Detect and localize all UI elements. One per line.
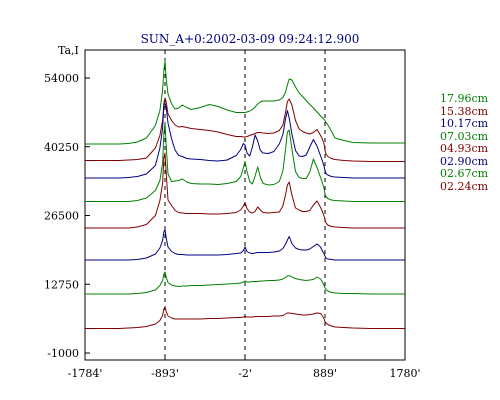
series-line-04.93cm — [85, 152, 405, 229]
legend-item: 15.38cm — [440, 104, 489, 118]
legend-item: 04.93cm — [440, 142, 489, 155]
x-tick-label: -2' — [238, 367, 252, 380]
y-tick-label: -1000 — [47, 347, 79, 360]
series-line-10.17cm — [85, 102, 405, 179]
chart-title: SUN_A+0:2002-03-09 09:24:12.900 — [140, 32, 360, 46]
x-tick-label: -893' — [151, 367, 179, 380]
y-tick-label: 54000 — [44, 72, 79, 85]
vertical-markers — [164, 50, 326, 360]
legend-item: 02.24cm — [440, 179, 489, 193]
y-tick-label: 12750 — [44, 278, 79, 291]
y-axis-label: Ta,I — [58, 44, 79, 57]
x-tick-label: -1784' — [68, 367, 103, 380]
series-lines — [85, 60, 405, 329]
x-tick-label: 1780' — [389, 367, 420, 380]
x-tick-label: 889' — [313, 367, 337, 380]
legend-item: 10.17cm — [440, 117, 489, 130]
axis-ticks: 54000 40250 26500 12750 -1000 -1784' -893' -2' 8… — [44, 72, 421, 380]
series-line-15.38cm — [85, 97, 405, 162]
series-line-17.96cm — [85, 60, 405, 145]
y-tick-label: 26500 — [44, 210, 79, 223]
series-line-02.67cm — [85, 271, 405, 295]
legend-item: 02.90cm — [440, 154, 489, 168]
series-line-02.90cm — [85, 229, 405, 261]
legend-item: 17.96cm — [440, 92, 489, 105]
series-line-07.03cm — [85, 122, 405, 202]
legend-item: 02.67cm — [440, 167, 489, 180]
series-line-02.24cm — [85, 306, 405, 329]
y-tick-label: 40250 — [44, 141, 79, 154]
legend-item: 07.03cm — [440, 129, 489, 143]
